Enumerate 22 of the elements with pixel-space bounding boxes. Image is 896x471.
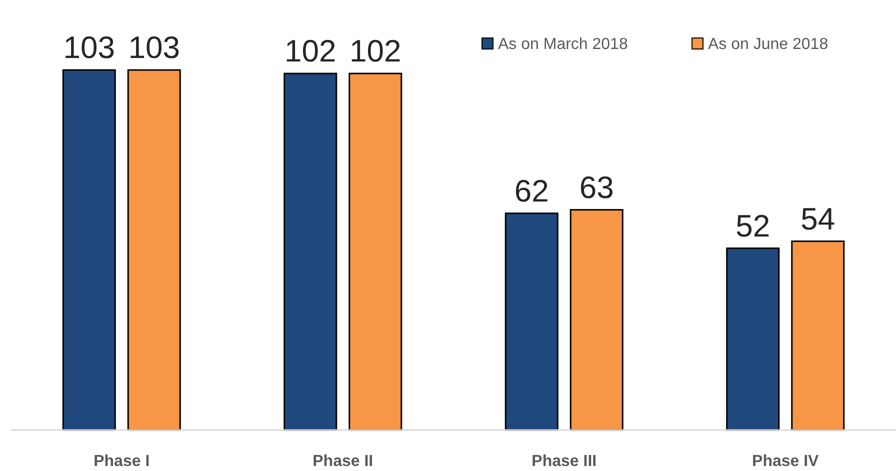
bar (726, 248, 780, 431)
bar (284, 72, 338, 431)
x-tick-label: Phase II (312, 453, 374, 470)
bar (62, 69, 116, 431)
data-label: 102 (284, 33, 336, 68)
x-tick-label: Phase I (94, 453, 150, 470)
bar (504, 212, 558, 431)
legend-label: As on June 2018 (708, 36, 828, 53)
data-label: 63 (579, 170, 614, 205)
data-label: 52 (736, 208, 770, 244)
bar (348, 72, 402, 431)
legend-label: As on March 2018 (498, 36, 628, 53)
data-label: 54 (800, 201, 836, 236)
data-label: 103 (128, 30, 180, 65)
data-label: 62 (514, 173, 549, 208)
data-label: 102 (350, 33, 402, 68)
bar (127, 69, 181, 431)
bar (570, 209, 624, 431)
data-label: 103 (63, 30, 115, 65)
bar (791, 240, 845, 431)
x-tick-label: Phase IV (752, 453, 820, 470)
x-tick-label: Phase III (532, 453, 597, 470)
